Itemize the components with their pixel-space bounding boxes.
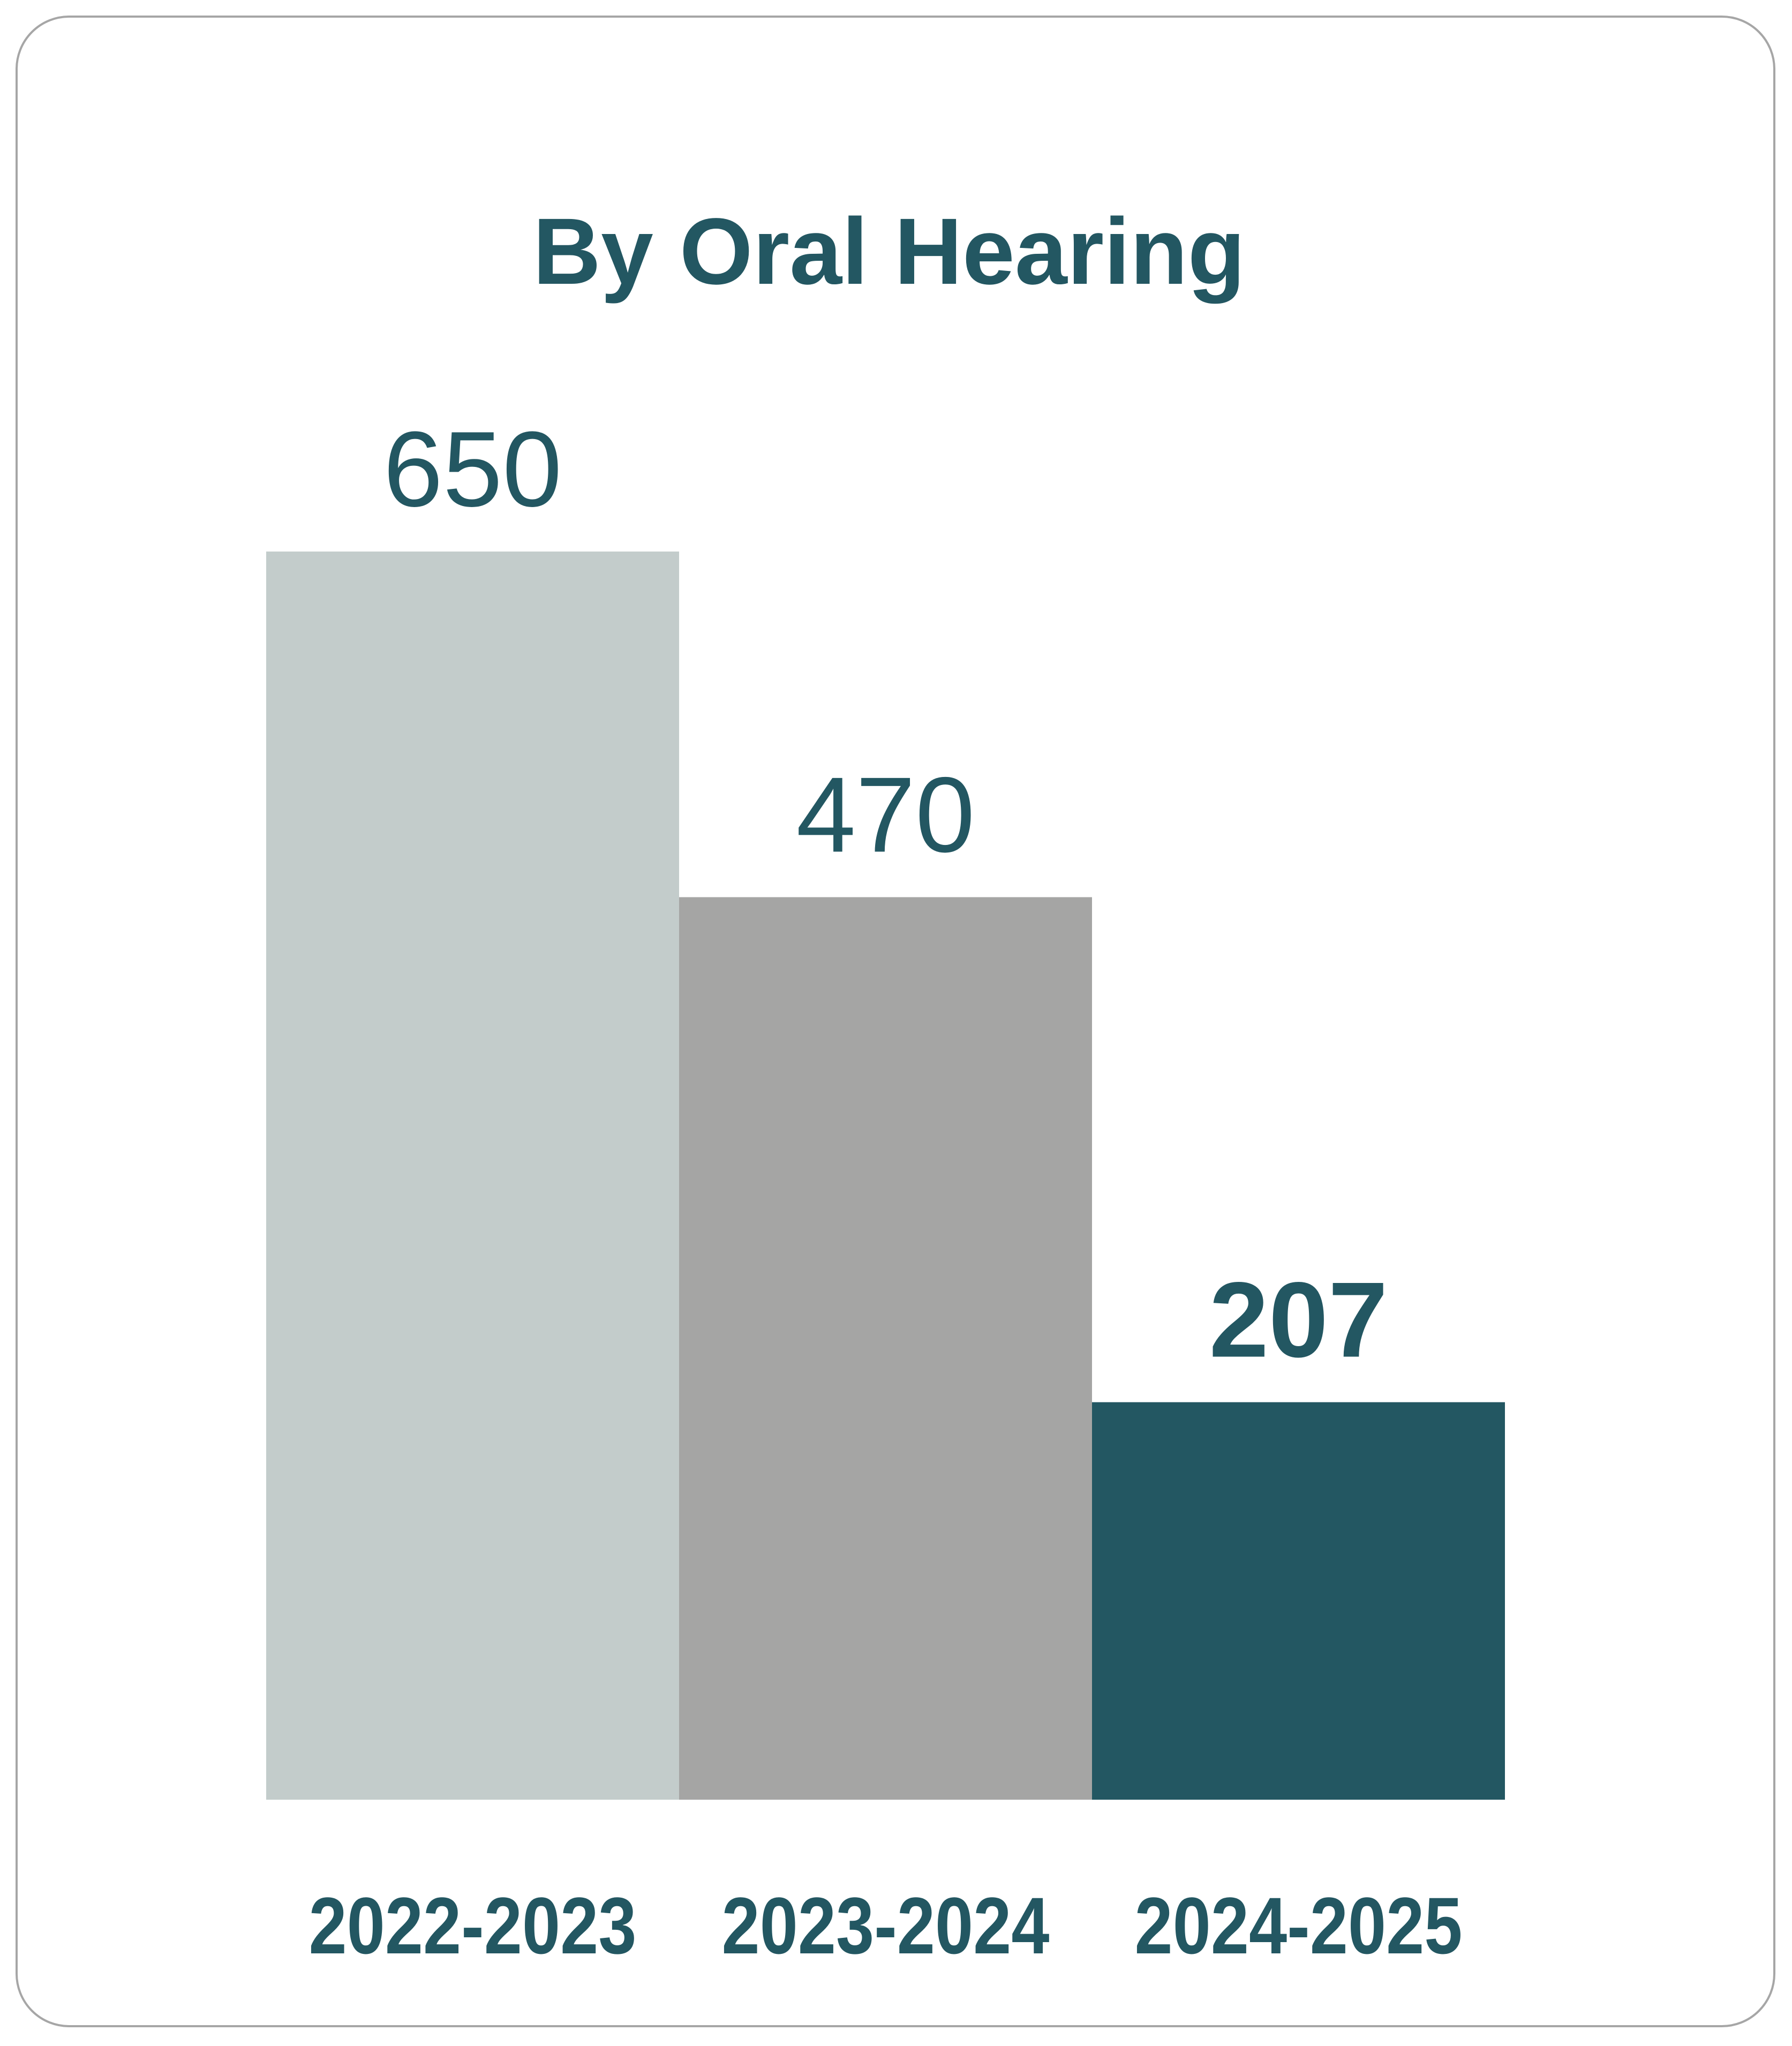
value-label-2022-2023: 650 [383,410,562,529]
bar-2023-2024 [679,897,1092,1800]
bar-2022-2023 [266,552,679,1800]
category-label-2024-2025: 2024-2025 [1135,1881,1463,1970]
bar-2024-2025 [1092,1402,1505,1800]
chart-title: By Oral Hearing [533,199,1245,304]
bars-group [266,552,1505,1800]
value-label-2023-2024: 470 [796,756,975,875]
category-labels-group: 2022-2023 2023-2024 2024-2025 [309,1881,1463,1970]
value-labels-group: 650 470 207 [383,410,1388,1380]
category-label-2023-2024: 2023-2024 [722,1881,1050,1970]
category-label-2022-2023: 2022-2023 [309,1881,637,1970]
value-label-2024-2025: 207 [1209,1260,1388,1380]
